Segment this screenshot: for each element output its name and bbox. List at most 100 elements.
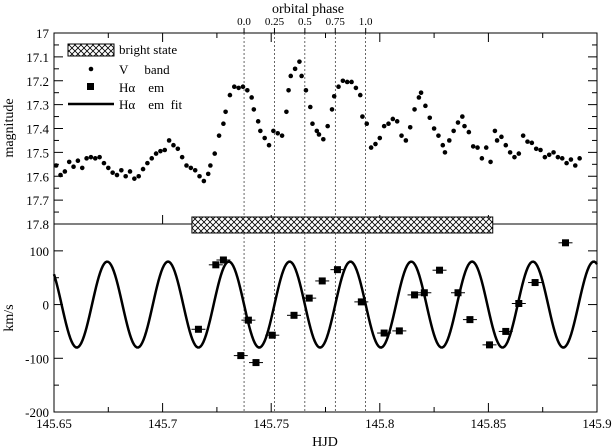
h-alpha-point: [305, 294, 313, 302]
v-band-point: [364, 121, 370, 127]
v-band-point: [440, 142, 446, 148]
v-band-point: [288, 73, 294, 79]
v-band-point: [110, 170, 115, 175]
v-band-point: [153, 151, 159, 156]
v-band-point: [394, 119, 400, 124]
x-tick-label: 145.9: [582, 416, 611, 431]
v-band-point: [551, 150, 556, 155]
v-band-point: [325, 123, 330, 129]
v-band-point: [303, 88, 309, 93]
v-band-point: [79, 165, 85, 171]
v-band-point: [407, 125, 413, 130]
v-band-point: [92, 156, 98, 161]
magnitude-axis-label: magnitude: [2, 98, 17, 157]
v-band-point: [88, 154, 94, 160]
v-band-point: [507, 150, 513, 155]
v-band-point: [559, 156, 565, 161]
h-alpha-point: [212, 261, 220, 269]
v-band-point: [418, 90, 424, 95]
v-band-point: [212, 151, 218, 156]
v-band-point: [245, 88, 250, 93]
v-band-point: [286, 88, 291, 93]
magnitude-tick-label: 17: [36, 26, 50, 41]
phase-tick-label: 0.0: [237, 16, 251, 28]
v-band-point: [119, 167, 124, 173]
phase-tick-label: 1.0: [359, 16, 373, 28]
v-band-point: [386, 121, 391, 127]
h-alpha-point: [380, 329, 388, 337]
h-alpha-point: [194, 325, 202, 333]
v-band-point: [123, 173, 128, 179]
bright-state-bar: [191, 216, 494, 234]
h-alpha-point: [237, 352, 245, 360]
h-alpha-point: [290, 311, 298, 319]
v-band-point: [577, 156, 582, 161]
v-band-point: [399, 133, 404, 138]
v-band-point: [184, 163, 189, 168]
v-band-point: [329, 107, 335, 112]
v-band-point: [192, 167, 198, 173]
h-alpha-point: [219, 256, 227, 264]
velocity-axis-label: km/s: [2, 304, 17, 331]
h-alpha-point: [485, 341, 493, 349]
x-tick-label: 145.65: [36, 416, 72, 431]
v-band-point: [66, 159, 72, 165]
v-band-point: [520, 133, 526, 138]
legend-label-h-alpha-fit: Hα em fit: [119, 97, 183, 112]
v-band-point: [462, 123, 467, 129]
v-band-point: [162, 147, 168, 153]
h-alpha-point: [436, 266, 444, 274]
v-band-point: [216, 133, 222, 138]
v-band-point: [106, 165, 111, 171]
v-band-point: [292, 66, 298, 72]
phase-tick-label: 0.25: [265, 16, 285, 28]
legend-swatch-h-alpha: [87, 83, 94, 90]
h-alpha-fit-curve: [52, 260, 598, 349]
v-band-point: [349, 79, 354, 85]
v-band-point: [466, 129, 472, 135]
v-band-point: [249, 95, 254, 100]
h-alpha-point: [268, 331, 276, 339]
v-band-point: [114, 172, 120, 178]
v-band-point: [423, 103, 428, 109]
v-band-point: [127, 169, 133, 174]
magnitude-tick-label: 17.4: [26, 122, 49, 137]
h-alpha-point: [515, 299, 523, 307]
v-band-point: [373, 141, 378, 147]
v-band-point: [431, 126, 437, 131]
v-band-point: [516, 151, 522, 156]
v-band-point: [158, 148, 163, 154]
v-band-point: [479, 156, 485, 161]
v-band-point: [223, 109, 228, 115]
v-band-point: [197, 173, 202, 179]
v-band-point: [525, 139, 530, 144]
v-band-point: [275, 130, 281, 136]
v-band-point: [321, 136, 326, 142]
v-band-point: [258, 128, 263, 134]
h-alpha-point: [420, 289, 428, 297]
legend: bright state V band Hα em Hα em fit: [67, 42, 183, 112]
v-band-point: [494, 138, 500, 143]
v-band-point: [475, 145, 480, 150]
v-band-point: [221, 121, 226, 127]
v-band-point: [71, 164, 76, 169]
v-band-point: [538, 147, 543, 153]
v-band-point: [546, 152, 552, 158]
x-tick-label: 145.75: [253, 416, 289, 431]
phase-tick-label: 0.5: [298, 16, 312, 28]
legend-swatch-bright-state: [67, 43, 115, 57]
v-band-point: [136, 173, 142, 179]
h-alpha-point: [318, 277, 326, 285]
v-band-point: [503, 142, 509, 148]
v-band-point: [84, 156, 89, 161]
v-band-point: [555, 154, 561, 160]
v-band-point: [447, 138, 452, 143]
legend-label-bright-state: bright state: [119, 42, 177, 57]
v-band-point: [416, 95, 422, 100]
v-band-point: [53, 163, 59, 168]
h-alpha-point: [502, 327, 510, 335]
v-band-point: [208, 163, 213, 168]
magnitude-tick-label: 17.2: [26, 74, 49, 89]
v-band-point: [227, 92, 233, 98]
